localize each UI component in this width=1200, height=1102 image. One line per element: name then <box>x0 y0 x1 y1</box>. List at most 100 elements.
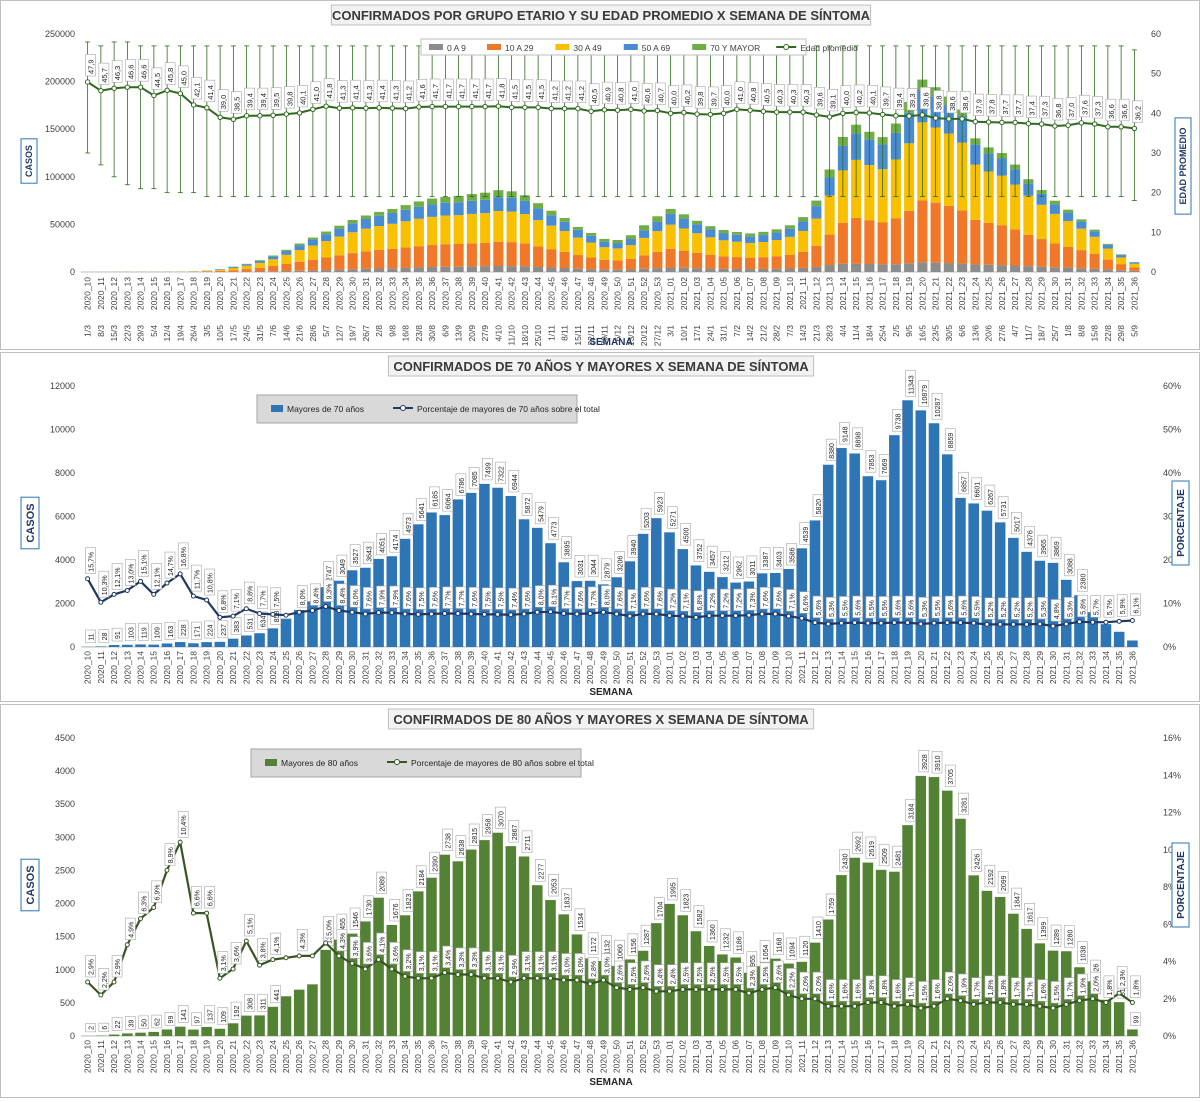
svg-text:41,6: 41,6 <box>418 84 427 99</box>
chart2-bar <box>413 524 424 647</box>
chart2-line-point <box>509 613 513 617</box>
svg-text:1582: 1582 <box>697 910 704 926</box>
chart1-bar-30-a-49 <box>321 241 331 257</box>
chart1-x-date: 9/5 <box>904 325 914 337</box>
chart3-x-tick: 2021_08 <box>757 1040 767 1073</box>
svg-text:16,8%: 16,8% <box>181 547 188 567</box>
chart1-x-date: 1/11 <box>546 325 556 341</box>
chart1-bar-0-a-9 <box>321 270 331 272</box>
chart1-bar-0-a-9 <box>825 265 835 272</box>
chart3-line-point <box>429 976 433 980</box>
chart1-bar-10-a-29 <box>361 251 371 269</box>
svg-text:3928: 3928 <box>922 754 929 770</box>
chart1-bar-30-a-49 <box>599 247 609 260</box>
chart3-bar-label: 1054 <box>760 941 770 963</box>
chart1-x-tick: 2020_35 <box>414 277 424 310</box>
chart1-bar-0-a-9 <box>1103 270 1113 272</box>
chart2-x-tick: 2020_51 <box>625 651 635 684</box>
chart2-line-point <box>205 598 209 602</box>
chart3-x-tick: 2021_06 <box>731 1040 741 1073</box>
svg-text:2,4%: 2,4% <box>671 968 678 984</box>
chart1-bar-0-a-9 <box>533 267 543 272</box>
chart1-bar-70-y-mayor <box>361 216 371 219</box>
svg-text:7,2%: 7,2% <box>671 593 678 609</box>
chart2-bar <box>1127 640 1138 647</box>
chart3-y-tick: 0 <box>70 1031 75 1041</box>
svg-text:7,7%: 7,7% <box>261 591 268 607</box>
chart1-bar-0-a-9 <box>401 268 411 272</box>
chart3-bar-label: 1287 <box>641 925 651 947</box>
chart1-bar-0-a-9 <box>1010 266 1020 272</box>
chart3-bar <box>995 897 1006 1036</box>
chart3-line-label: 2,4% <box>654 965 664 987</box>
chart2-x-tick: 2020_39 <box>466 651 476 684</box>
svg-text:1847: 1847 <box>1014 892 1021 908</box>
svg-text:2: 2 <box>89 1026 96 1030</box>
chart1-bar-30-a-49 <box>1063 221 1073 247</box>
svg-text:36,6: 36,6 <box>1120 104 1129 119</box>
chart1-bar-10-a-29 <box>1116 264 1126 270</box>
chart3-line-label: 3,2% <box>403 950 413 972</box>
chart1-bar-10-a-29 <box>851 218 861 264</box>
svg-text:62: 62 <box>155 1018 162 1026</box>
chart3-bar-label: 22 <box>112 1018 122 1031</box>
chart3-bar-label: 62 <box>152 1015 162 1028</box>
chart1-line-point <box>788 110 792 114</box>
svg-text:1,6%: 1,6% <box>856 983 863 999</box>
chart3-bar-label: 2184 <box>416 866 426 888</box>
chart1-bar-50-a-69 <box>666 214 676 225</box>
chart1-bar-10-a-29 <box>970 220 980 265</box>
chart1-line-point <box>1053 124 1057 128</box>
chart3-bar-label: 3070 <box>496 807 506 829</box>
svg-text:1,9%: 1,9% <box>961 978 968 994</box>
chart3-x-tick: 2021_32 <box>1074 1040 1084 1073</box>
chart1-bar-50-a-69 <box>215 269 225 270</box>
chart2-bar <box>849 453 860 647</box>
chart2-bar-label: 4174 <box>390 531 400 553</box>
chart3-line-point <box>985 1000 989 1004</box>
chart1-bar-0-a-9 <box>1063 268 1073 272</box>
svg-text:46,3: 46,3 <box>113 66 122 81</box>
chart2-bar-label: 6185 <box>429 487 439 509</box>
chart1-bar-50-a-69 <box>467 201 477 214</box>
svg-text:5,1%: 5,1% <box>247 918 254 934</box>
svg-text:3184: 3184 <box>909 803 916 819</box>
chart1-bar-0-a-9 <box>944 263 954 272</box>
chart1-line-point <box>708 112 712 116</box>
chart1-bar-30-a-49 <box>387 224 397 249</box>
chart1-x-tick: 2020_16 <box>162 277 172 310</box>
chart1-x-tick: 2020_18 <box>189 277 199 310</box>
chart2-x-tick: 2020_10 <box>83 651 93 684</box>
chart3-bar <box>506 846 517 1036</box>
chart1-bar-30-a-49 <box>626 245 636 259</box>
svg-text:1,8%: 1,8% <box>869 980 876 996</box>
svg-text:3070: 3070 <box>499 811 506 827</box>
chart2-line-point <box>1117 619 1121 623</box>
chart1-line-label: 38,6 <box>947 91 957 113</box>
svg-text:2,6%: 2,6% <box>618 965 625 981</box>
svg-text:2738: 2738 <box>446 833 453 849</box>
chart1-line-label: 41,6 <box>417 79 427 101</box>
svg-text:39,8: 39,8 <box>285 92 294 107</box>
svg-text:3869: 3869 <box>1054 541 1061 557</box>
chart1-bar-0-a-9 <box>626 269 636 272</box>
chart1-bar-10-a-29 <box>878 222 888 264</box>
svg-text:3,3%: 3,3% <box>459 952 466 968</box>
chart1-x-tick: 2020_24 <box>268 277 278 310</box>
svg-text:40,3: 40,3 <box>776 90 785 105</box>
svg-text:8,4%: 8,4% <box>340 587 347 603</box>
svg-text:40,7: 40,7 <box>656 88 665 103</box>
chart3-bar-label: 311 <box>258 994 268 1011</box>
chart1-bar-10-a-29 <box>1090 254 1100 269</box>
chart2-bar <box>453 499 464 647</box>
chart1-bar-30-a-49 <box>202 271 212 272</box>
chart1-y2-tick: 20 <box>1151 188 1161 198</box>
chart1-line-point <box>218 115 222 119</box>
chart3-line-point <box>337 954 341 958</box>
chart2-bar <box>201 642 212 647</box>
chart1-bar-50-a-69 <box>228 267 238 268</box>
svg-text:7,5%: 7,5% <box>485 591 492 607</box>
chart2-line-point <box>363 612 367 616</box>
chart1-line-label: 41,7 <box>483 79 493 101</box>
chart1-x-tick: 2021_21 <box>931 277 941 310</box>
